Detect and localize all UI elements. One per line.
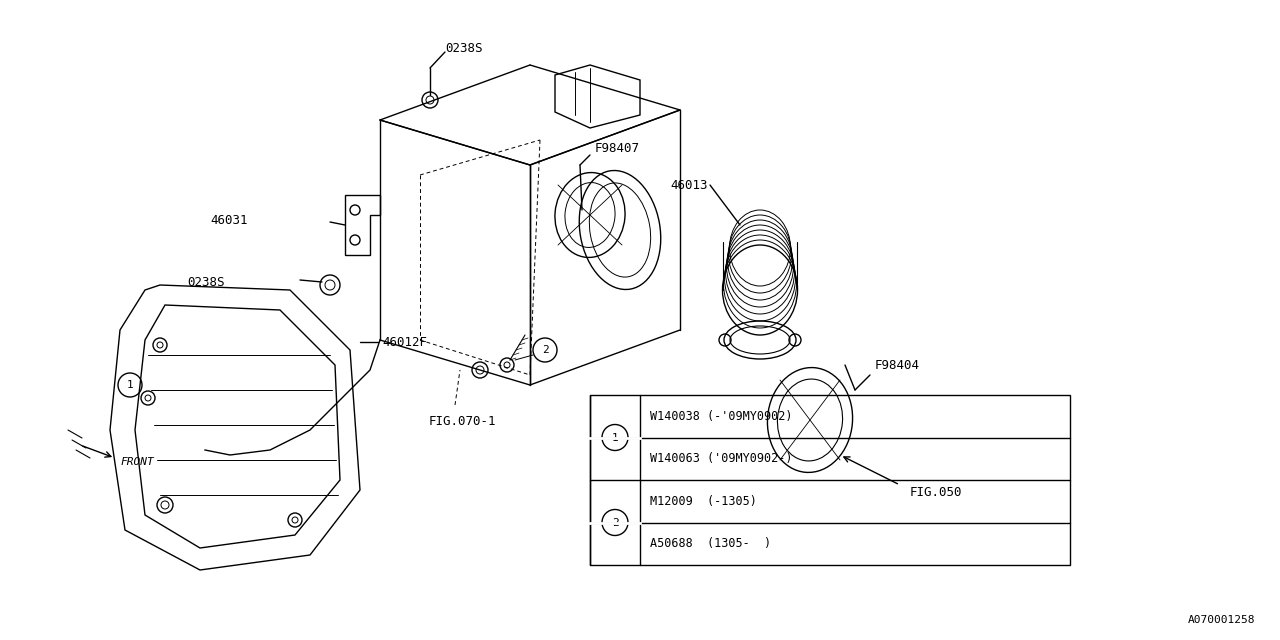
Text: 2: 2 — [612, 518, 618, 527]
Text: FIG.070-1: FIG.070-1 — [429, 415, 495, 428]
Text: 0238S: 0238S — [187, 275, 225, 289]
Text: 0238S: 0238S — [445, 42, 483, 54]
Bar — [590, 395, 1070, 565]
Text: FRONT: FRONT — [120, 457, 154, 467]
Text: 46012F: 46012F — [381, 335, 428, 349]
Text: 1: 1 — [612, 433, 618, 442]
Text: W140063 ('09MY0902-): W140063 ('09MY0902-) — [650, 452, 792, 465]
Text: F98407: F98407 — [595, 141, 640, 154]
Text: FIG.050: FIG.050 — [910, 486, 963, 499]
Text: A50688  (1305-  ): A50688 (1305- ) — [650, 537, 771, 550]
Text: 2: 2 — [541, 345, 548, 355]
Text: 46013: 46013 — [669, 179, 708, 191]
Text: W140038 (-'09MY0902): W140038 (-'09MY0902) — [650, 410, 792, 423]
Text: M12009  (-1305): M12009 (-1305) — [650, 495, 756, 508]
Text: 46031: 46031 — [210, 214, 248, 227]
Text: 1: 1 — [127, 380, 133, 390]
Text: F98404: F98404 — [876, 358, 920, 371]
Text: A070001258: A070001258 — [1188, 615, 1254, 625]
